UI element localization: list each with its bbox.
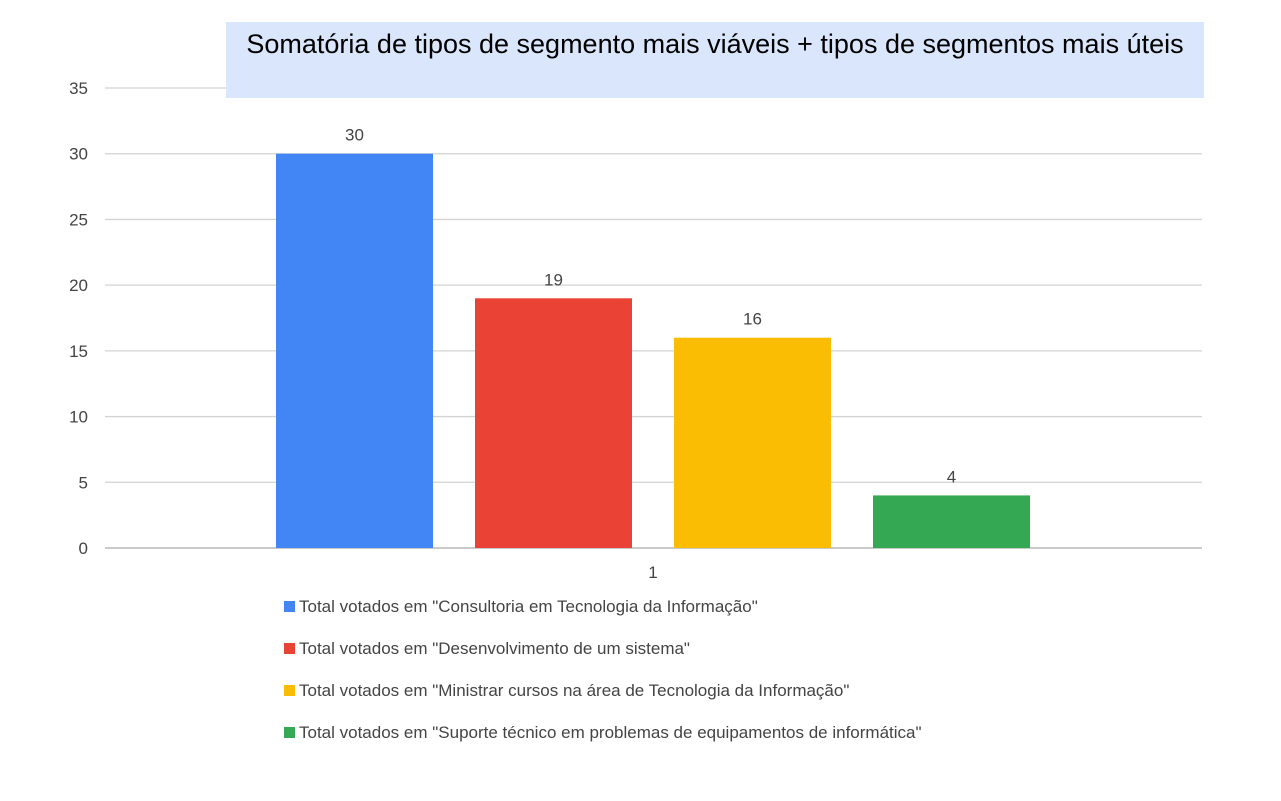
chart-title: Somatória de tipos de segmento mais viáv… (226, 22, 1204, 98)
bar (475, 298, 632, 548)
x-axis-ticks: 1 (648, 563, 657, 582)
legend-item: Total votados em "Ministrar cursos na ár… (284, 680, 922, 722)
legend-label: Total votados em "Consultoria em Tecnolo… (299, 597, 758, 616)
x-tick-label: 1 (648, 563, 657, 582)
bar (276, 153, 433, 548)
y-tick-label: 35 (69, 79, 88, 98)
legend: Total votados em "Consultoria em Tecnolo… (284, 596, 922, 764)
legend-label: Total votados em "Ministrar cursos na ár… (299, 681, 850, 700)
y-tick-label: 5 (79, 473, 88, 492)
y-tick-label: 30 (69, 145, 88, 164)
y-tick-label: 15 (69, 342, 88, 361)
bar-value-label: 30 (345, 126, 364, 145)
data-labels: 30 19 16 4 (345, 126, 956, 487)
y-tick-label: 25 (69, 210, 88, 229)
legend-swatch (284, 727, 295, 738)
y-tick-label: 20 (69, 276, 88, 295)
gridlines (105, 87, 1202, 549)
legend-item: Total votados em "Desenvolvimento de um … (284, 638, 922, 680)
bar (873, 495, 1030, 548)
legend-label: Total votados em "Desenvolvimento de um … (299, 639, 690, 658)
legend-item: Total votados em "Suporte técnico em pro… (284, 722, 922, 764)
y-axis-ticks: 0 5 10 15 20 25 30 35 (69, 79, 88, 558)
y-tick-label: 0 (79, 539, 88, 558)
bar (674, 337, 831, 548)
bar-value-label: 4 (947, 467, 956, 486)
bar-value-label: 19 (544, 270, 563, 289)
legend-swatch (284, 601, 295, 612)
legend-item: Total votados em "Consultoria em Tecnolo… (284, 596, 922, 638)
legend-swatch (284, 643, 295, 654)
legend-label: Total votados em "Suporte técnico em pro… (299, 723, 922, 742)
bar-value-label: 16 (743, 310, 762, 329)
bars (276, 153, 1030, 548)
y-tick-label: 10 (69, 408, 88, 427)
legend-swatch (284, 685, 295, 696)
